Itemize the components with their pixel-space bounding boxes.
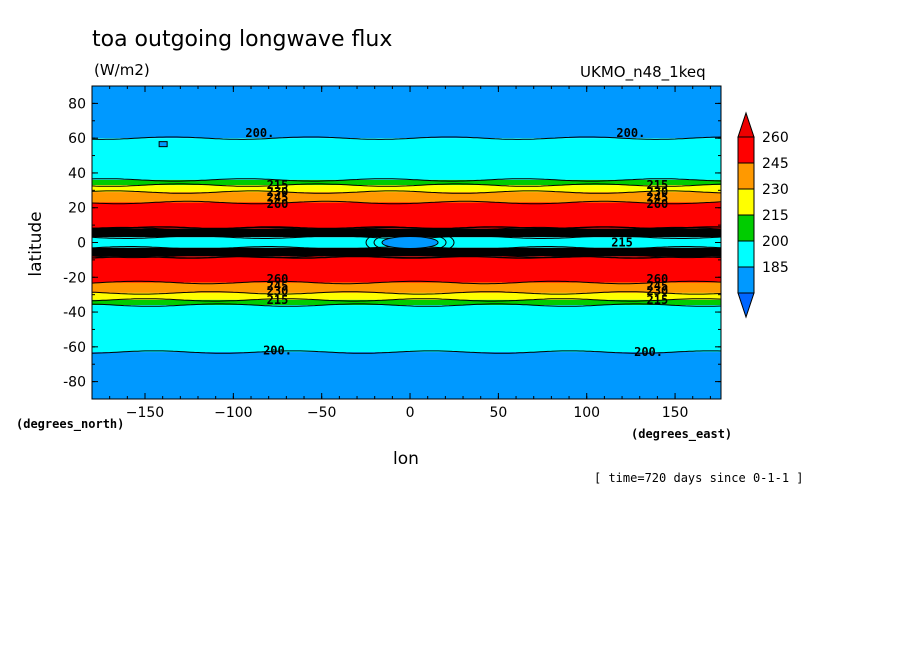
band-1: [92, 138, 721, 180]
dense-contour-6: [92, 253, 721, 257]
x-tick-label: 50: [489, 405, 507, 421]
y-tick-label: -80: [63, 375, 86, 391]
contour-label-4: 215: [267, 178, 289, 192]
band-2: [92, 179, 721, 186]
band-3: [92, 185, 721, 193]
x-axis-units: (degrees_east): [631, 427, 732, 442]
y-axis-units: (degrees_north): [16, 417, 124, 432]
contour-line-11: [92, 291, 721, 295]
contour-label-15: 215: [267, 293, 289, 307]
band-10: [92, 282, 721, 293]
contour-line-3: [92, 183, 721, 187]
x-tick-label: 100: [573, 405, 600, 421]
band-11: [92, 292, 721, 300]
contour-label-10: 245: [647, 190, 669, 204]
contour-label-20: 215: [611, 236, 633, 250]
colorbar-box-1: [737, 162, 755, 190]
colorbar-box-0: [737, 136, 755, 164]
dense-contour-3: [92, 233, 721, 237]
band-12: [92, 299, 721, 306]
y-tick-label: 60: [68, 131, 86, 147]
contour-label-18: 230: [647, 284, 669, 298]
dense-contour-5: [92, 250, 721, 254]
colorbar-label: 260: [762, 130, 789, 146]
contour-line-12: [92, 298, 721, 302]
y-tick-label: -20: [63, 270, 86, 286]
band-4: [92, 192, 721, 203]
equatorial-low-ring-2: [373, 232, 447, 253]
contour-line-13: [92, 303, 721, 307]
contour-label-8: 215: [647, 178, 669, 192]
colorbar-label: 185: [762, 260, 789, 276]
contour-island: [158, 141, 168, 148]
contour-label-7: 260: [267, 197, 289, 211]
y-axis-title: latitude: [26, 211, 46, 276]
contour-line-2: [92, 178, 721, 182]
contour-label-11: 260: [647, 197, 669, 211]
band-0: [92, 86, 721, 139]
band-13: [92, 305, 721, 353]
x-axis-title: lon: [393, 449, 419, 469]
contour-line-14: [92, 350, 721, 354]
y-tick-label: 0: [77, 236, 86, 252]
contour-line-1: [92, 136, 721, 140]
contour-label-19: 215: [647, 293, 669, 307]
contour-label-2: 200.: [263, 343, 292, 357]
x-tick-label: −150: [126, 405, 164, 421]
band-5: [92, 202, 721, 229]
contour-label-17: 245: [647, 279, 669, 293]
y-tick-label: -40: [63, 305, 86, 321]
colorbar: 260 245 230 215 200 185: [737, 111, 789, 319]
contour-field: 200. 200.200. 200.215230245260215230245260…: [92, 86, 721, 399]
colorbar-label: 245: [762, 156, 789, 172]
contour-line-10: [92, 280, 721, 285]
units-label: (W/m2): [94, 61, 150, 79]
contour-label-9: 230: [647, 185, 669, 199]
y-tick-label: -60: [63, 340, 86, 356]
dense-contour-4: [92, 248, 721, 252]
colorbar-label: 200: [762, 234, 789, 250]
dataset-label: UKMO_n48_1keq: [580, 63, 706, 82]
colorbar-top-arrow: [737, 111, 755, 138]
plot-area: 200. 200.200. 200.215230245260215230245260…: [63, 85, 722, 421]
equatorial-low-ring: [365, 229, 455, 256]
contour-line-4: [92, 190, 721, 194]
time-note: [ time=720 days since 0-1-1 ]: [594, 471, 804, 485]
x-tick-label: 150: [662, 405, 689, 421]
colorbar-label: 230: [762, 182, 789, 198]
contour-label-14: 230: [267, 284, 289, 298]
contour-label-16: 260: [647, 272, 669, 286]
contour-label-3: 200.: [634, 345, 663, 359]
colorbar-box-2: [737, 188, 755, 216]
contour-label-12: 260: [267, 272, 289, 286]
colorbar-box-3: [737, 214, 755, 242]
x-tick-label: −100: [214, 405, 252, 421]
equatorial-low: [381, 236, 439, 249]
dense-contour-7: [92, 255, 721, 259]
chart-title: toa outgoing longwave flux: [92, 27, 392, 52]
contour-line-5: [92, 200, 721, 205]
y-tick-label: 40: [68, 166, 86, 182]
colorbar-bottom-arrow: [737, 292, 755, 319]
band-14: [92, 352, 721, 399]
dense-contour-0: [92, 226, 721, 230]
contour-label-6: 245: [267, 190, 289, 204]
contour-label-13: 245: [267, 279, 289, 293]
colorbar-label: 215: [762, 208, 789, 224]
contour-label-1: 200.: [616, 126, 645, 140]
x-tick-label: −50: [307, 405, 337, 421]
x-tick-label: 0: [406, 405, 415, 421]
contour-label-5: 230: [267, 185, 289, 199]
colorbar-box-5: [737, 266, 755, 294]
band-9: [92, 256, 721, 283]
dense-contour-1: [92, 228, 721, 232]
y-tick-label: 20: [68, 201, 86, 217]
contour-label-0: 200.: [245, 126, 274, 140]
colorbar-box-4: [737, 240, 755, 268]
y-tick-label: 80: [68, 96, 86, 112]
